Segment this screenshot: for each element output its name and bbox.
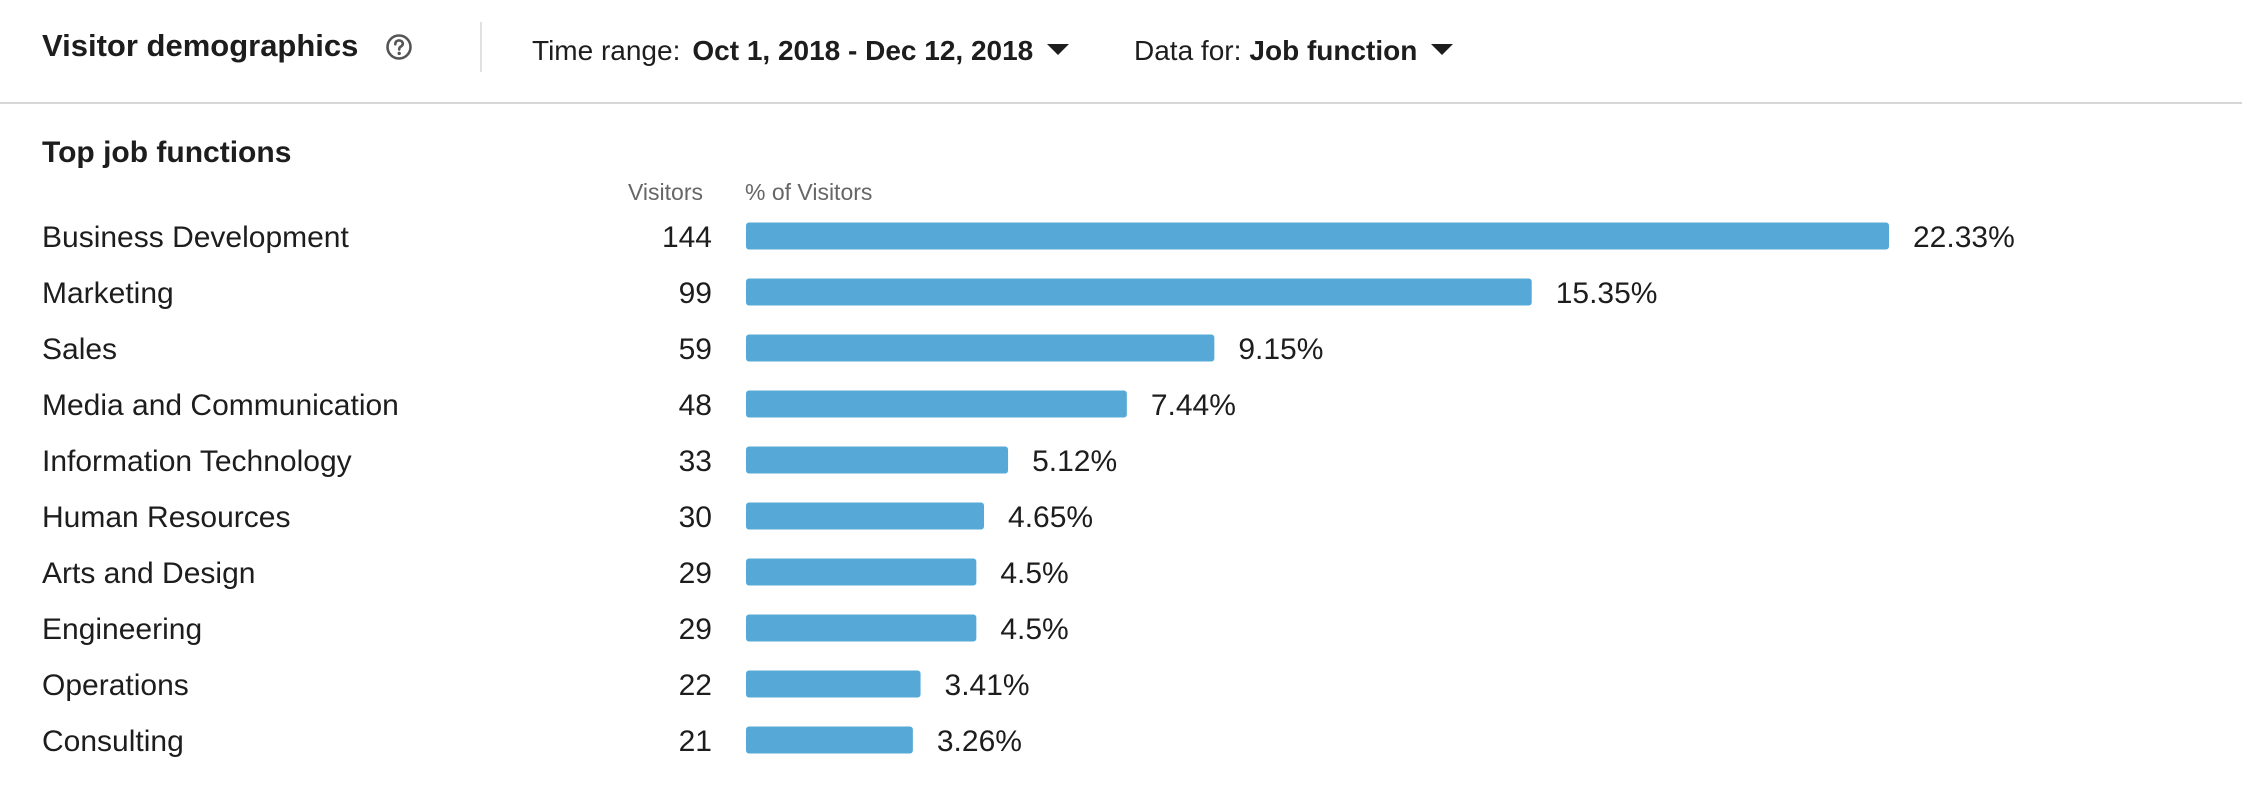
page-title: Visitor demographics <box>42 28 359 63</box>
bar[interactable] <box>746 558 977 586</box>
bar[interactable] <box>746 502 985 530</box>
bar[interactable] <box>746 334 1215 362</box>
bar[interactable] <box>746 614 977 642</box>
bar[interactable] <box>746 726 913 754</box>
visitor-count-label: 22 <box>679 669 712 702</box>
category-label: Information Technology <box>42 445 352 478</box>
visitor-count-label: 48 <box>679 389 712 422</box>
percent-label: 3.26% <box>937 725 1022 758</box>
percent-column-header: % of Visitors <box>745 179 873 205</box>
category-label: Business Development <box>42 221 349 254</box>
percent-label: 15.35% <box>1556 277 1658 310</box>
visitor-count-label: 33 <box>679 445 712 478</box>
data-for-value[interactable]: Job function <box>1249 35 1418 66</box>
chart-row: Arts and Design 29 4.5% <box>42 557 1069 590</box>
bar-chart: Business Development 144 22.33% Marketing 99… <box>42 221 2015 758</box>
percent-label: 3.41% <box>945 669 1030 702</box>
chart-row: Consulting 21 3.26% <box>42 725 1022 758</box>
data-for-label: Data for: <box>1134 35 1242 66</box>
chart-row: Operations 22 3.41% <box>42 669 1030 702</box>
percent-label: 4.5% <box>1000 613 1068 646</box>
caret-down-icon[interactable] <box>1047 44 1070 55</box>
visitors-column-header: Visitors <box>628 179 703 205</box>
chart-row: Human Resources 30 4.65% <box>42 501 1093 534</box>
visitor-count-label: 59 <box>679 333 712 366</box>
percent-label: 9.15% <box>1238 333 1323 366</box>
category-label: Marketing <box>42 277 174 310</box>
chart-row: Marketing 99 15.35% <box>42 277 1657 310</box>
category-label: Arts and Design <box>42 557 255 590</box>
header-divider <box>480 22 482 72</box>
bar[interactable] <box>746 390 1127 418</box>
chart-row: Engineering 29 4.5% <box>42 613 1069 646</box>
chart-row: Media and Communication 48 7.44% <box>42 389 1236 422</box>
data-for-dropdown[interactable]: Data for: Job function <box>1134 35 1454 67</box>
time-range-label: Time range: <box>532 35 681 66</box>
category-label: Human Resources <box>42 501 290 534</box>
category-label: Sales <box>42 333 117 366</box>
chart-row: Information Technology 33 5.12% <box>42 445 1117 478</box>
visitor-count-label: 144 <box>662 221 712 254</box>
chart-row: Sales 59 9.15% <box>42 333 1323 366</box>
bar[interactable] <box>746 446 1009 474</box>
time-range-value[interactable]: Oct 1, 2018 - Dec 12, 2018 <box>692 35 1034 66</box>
caret-down-icon[interactable] <box>1431 44 1454 55</box>
category-label: Engineering <box>42 613 202 646</box>
percent-label: 5.12% <box>1032 445 1117 478</box>
category-label: Media and Communication <box>42 389 399 422</box>
percent-label: 4.65% <box>1008 501 1093 534</box>
visitor-count-label: 99 <box>679 277 712 310</box>
chart-title: Top job functions <box>42 136 292 169</box>
bar[interactable] <box>746 278 1532 306</box>
bar[interactable] <box>746 222 1889 250</box>
percent-label: 7.44% <box>1151 389 1236 422</box>
visitor-count-label: 29 <box>679 613 712 646</box>
visitor-count-label: 30 <box>679 501 712 534</box>
percent-label: 22.33% <box>1913 221 2015 254</box>
chart-row: Business Development 144 22.33% <box>42 221 2015 254</box>
category-label: Operations <box>42 669 189 702</box>
header-bar: Visitor demographics Time range: Oct 1, 2… <box>0 0 2242 104</box>
category-label: Consulting <box>42 725 184 758</box>
question-circle-icon[interactable] <box>385 33 413 61</box>
visitor-count-label: 21 <box>679 725 712 758</box>
visitor-count-label: 29 <box>679 557 712 590</box>
percent-label: 4.5% <box>1000 557 1068 590</box>
time-range-dropdown[interactable]: Time range: Oct 1, 2018 - Dec 12, 2018 <box>532 35 1070 67</box>
bar[interactable] <box>746 670 921 698</box>
